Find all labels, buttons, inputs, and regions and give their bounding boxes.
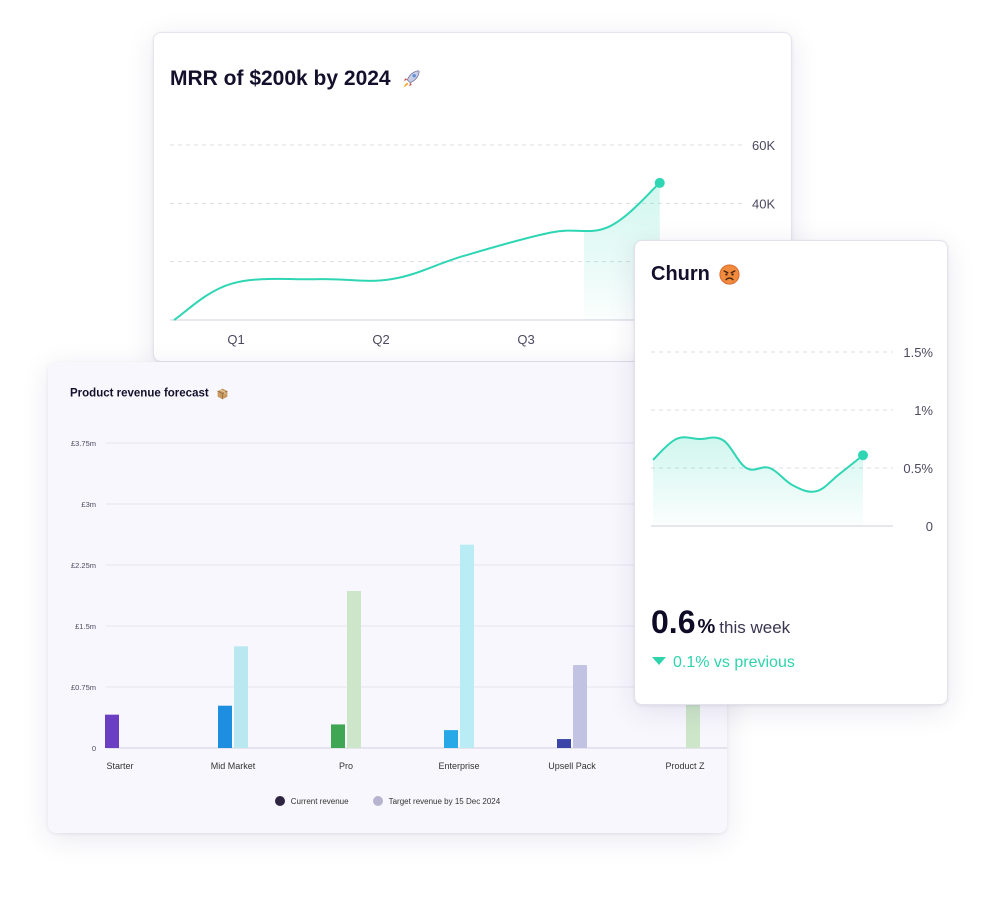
product-y-tick-label: 0	[92, 744, 96, 753]
mrr-x-tick-label: Q1	[227, 332, 244, 347]
mrr-x-tick-label: Q3	[517, 332, 534, 347]
product-bar-target	[573, 665, 587, 748]
churn-y-tick-label: 0.5%	[903, 461, 933, 476]
churn-change-row: 0.1% vs previous	[651, 654, 795, 672]
product-x-tick-label: Starter	[106, 761, 133, 771]
angry-face-icon	[719, 264, 741, 285]
product-x-tick-label: Product Z	[665, 761, 705, 771]
legend-swatch	[372, 796, 383, 806]
churn-unit: %	[697, 616, 716, 638]
churn-value-row: 0.6% this week	[651, 604, 790, 641]
product-bar-target	[347, 591, 361, 748]
product-bar-current	[105, 714, 119, 748]
product-title: Product revenue forecast	[70, 387, 229, 400]
product-y-tick-label: £2.25m	[71, 561, 96, 570]
churn-end-point	[858, 450, 868, 461]
product-legend: Current revenue Target revenue by 15 Dec …	[48, 796, 727, 808]
product-bar-current	[218, 705, 232, 748]
product-x-tick-label: Upsell Pack	[548, 761, 596, 771]
churn-line	[652, 436, 864, 493]
product-x-tick-label: Mid Market	[211, 761, 256, 771]
churn-change-text: 0.1% vs previous	[673, 654, 795, 671]
mrr-title-text: MRR of $200k by 2024	[170, 67, 391, 90]
churn-period: this week	[719, 618, 791, 637]
product-title-text: Product revenue forecast	[70, 387, 209, 400]
mrr-line	[173, 182, 661, 321]
churn-y-tick-label: 1%	[914, 403, 933, 418]
product-x-tick-label: Enterprise	[438, 761, 479, 771]
product-chart: £3.75m £3m £2.25m £1.5m £0.75m 0 Starter Mid Ma…	[71, 439, 727, 771]
churn-card: Churn 1.5% 1% 0.5% 0 0.6% this week 0.1% vs …	[634, 240, 948, 705]
product-y-tick-label: £0.75m	[71, 683, 96, 692]
product-bar-current	[557, 739, 571, 748]
churn-title: Churn	[651, 263, 741, 286]
product-y-tick-label: £3m	[81, 500, 96, 509]
triangle-down-icon	[652, 656, 666, 665]
churn-chart: 1.5% 1% 0.5% 0	[651, 345, 933, 534]
churn-y-tick-label: 0	[926, 519, 933, 534]
rocket-icon	[404, 70, 421, 88]
churn-y-tick-label: 1.5%	[903, 345, 933, 360]
churn-area	[653, 437, 863, 526]
mrr-card: MRR of $200k by 2024 60K 40K Q1 Q2 Q3	[153, 32, 792, 362]
product-bar-target	[460, 544, 474, 748]
churn-title-text: Churn	[651, 263, 710, 285]
product-bar-target	[234, 646, 248, 748]
product-y-tick-label: £3.75m	[71, 439, 96, 448]
mrr-y-tick-label: 40K	[752, 196, 775, 211]
mrr-end-point	[654, 177, 665, 188]
legend-item: Current revenue	[274, 796, 349, 806]
mrr-x-tick-label: Q2	[372, 332, 389, 347]
product-bar-current	[444, 730, 458, 748]
mrr-title: MRR of $200k by 2024	[170, 67, 422, 91]
product-x-tick-label: Pro	[339, 761, 353, 771]
legend-swatch	[274, 796, 285, 806]
product-bar-current	[331, 724, 345, 748]
product-y-tick-label: £1.5m	[75, 622, 96, 631]
legend-label: Current revenue	[290, 796, 349, 806]
package-icon	[217, 388, 228, 400]
product-card: Product revenue forecast £3.75m £3m £2.25m…	[48, 362, 727, 833]
mrr-y-tick-label: 60K	[752, 138, 775, 153]
legend-label: Target revenue by 15 Dec 2024	[388, 796, 501, 806]
legend-item: Target revenue by 15 Dec 2024	[372, 796, 501, 806]
churn-value: 0.6	[651, 604, 696, 640]
